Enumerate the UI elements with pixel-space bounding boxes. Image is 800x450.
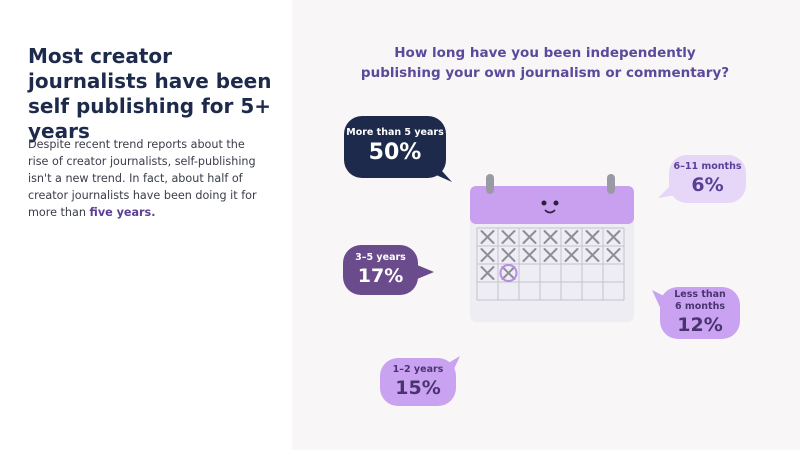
calendar-cross — [501, 230, 516, 244]
answer-share: 15% — [395, 377, 441, 399]
calendar-cross — [501, 248, 516, 262]
calendar-cross — [564, 230, 579, 244]
calendar-cross — [522, 230, 537, 244]
answer-bubble: 3–5 years 17% — [343, 245, 418, 295]
calendar-cross — [585, 230, 600, 244]
body-text: Despite recent trend reports about the r… — [28, 138, 257, 219]
calendar-cross — [543, 230, 558, 244]
face-eye — [553, 200, 559, 206]
calendar-cross — [585, 248, 600, 262]
answer-label: 3–5 years — [355, 252, 406, 263]
calendar-cross — [480, 230, 495, 244]
answer-bubble: 6–11 months 6% — [669, 155, 746, 203]
answer-label: More than 5 years — [346, 127, 444, 138]
answer-share: 50% — [368, 140, 422, 165]
answer-bubble: Less than 6 months 12% — [660, 287, 740, 339]
answer-label: 6–11 months — [673, 161, 742, 172]
calendar-header — [470, 186, 634, 224]
calendar-ring — [607, 174, 615, 194]
calendar-cross — [480, 266, 495, 280]
answer-label: Less than 6 months — [674, 289, 726, 312]
answer-bubble: More than 5 years 50% — [344, 116, 446, 178]
face-eye — [541, 200, 547, 206]
calendar-cross — [522, 248, 537, 262]
answer-bubble: 1–2 years 15% — [380, 358, 456, 406]
body-text: Despite recent trend reports about the r… — [28, 136, 260, 221]
calendar-cross — [480, 248, 495, 262]
calendar-cross — [543, 248, 558, 262]
title: Most creator journalists have been self … — [28, 44, 272, 143]
calendar-cross — [564, 248, 579, 262]
calendar-ring — [486, 174, 494, 194]
calendar-cross — [501, 266, 516, 280]
calendar-mark — [499, 264, 518, 282]
calendar-cross — [606, 230, 621, 244]
calendar — [470, 174, 634, 322]
answer-label: 1–2 years — [392, 364, 444, 375]
answer-share: 12% — [677, 314, 723, 336]
answer-share: 17% — [357, 265, 404, 287]
question: How long have you been independently pub… — [360, 45, 730, 81]
face-smile — [544, 209, 556, 214]
calendar-cross — [606, 248, 621, 262]
emphasis: five years. — [89, 206, 156, 219]
answer-share: 6% — [691, 174, 724, 196]
